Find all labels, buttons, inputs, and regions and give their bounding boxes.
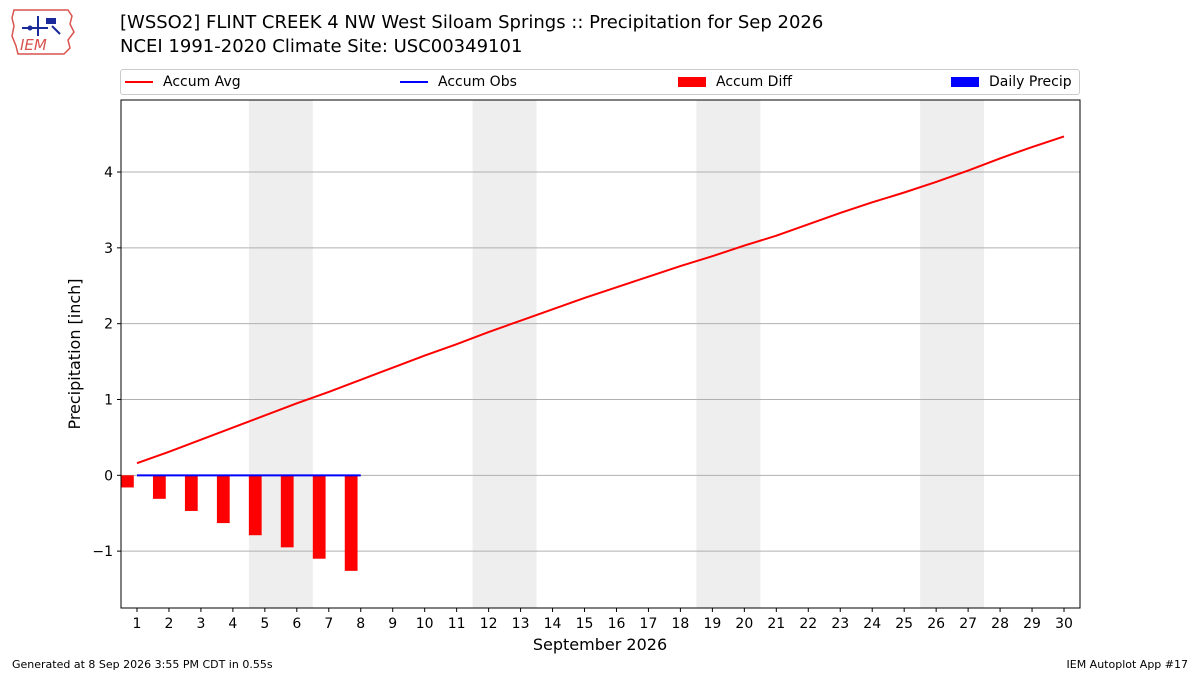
y-tick-label: 0: [104, 468, 113, 484]
legend-item-accum-obs: Accum Obs: [400, 74, 517, 90]
footer-generated-text: Generated at 8 Sep 2026 3:55 PM CDT in 0…: [12, 658, 273, 671]
x-tick-label: 27: [959, 616, 977, 632]
svg-text:IEM: IEM: [20, 36, 47, 54]
accum-diff-bar: [216, 475, 230, 524]
x-tick-label: 18: [672, 616, 690, 632]
weekend-shade: [696, 100, 761, 608]
x-tick-label: 30: [1055, 616, 1073, 632]
weekend-shade: [472, 100, 537, 608]
legend-swatch-accum-avg: [125, 81, 153, 83]
chart-title: [WSSO2] FLINT CREEK 4 NW West Siloam Spr…: [120, 12, 824, 33]
legend-swatch-accum-diff: [678, 77, 706, 87]
x-tick-label: 29: [1023, 616, 1041, 632]
legend-label: Accum Obs: [438, 74, 517, 90]
accum-diff-bar: [184, 475, 198, 511]
x-tick-label: 22: [799, 616, 817, 632]
legend-swatch-accum-obs: [400, 81, 428, 83]
x-tick-label: 11: [448, 616, 466, 632]
x-tick-label: 5: [260, 616, 269, 632]
accum-diff-bar: [312, 475, 326, 559]
accum-diff-bar: [280, 475, 294, 548]
y-tick-label: 3: [104, 241, 113, 257]
x-axis-label: September 2026: [533, 635, 667, 654]
plot-frame: [120, 99, 1081, 609]
x-tick-label: 21: [767, 616, 785, 632]
x-tick-label: 17: [640, 616, 658, 632]
x-tick-label: 26: [927, 616, 945, 632]
x-tick-label: 1: [133, 616, 142, 632]
x-tick-label: 23: [831, 616, 849, 632]
x-tick-label: 20: [735, 616, 753, 632]
x-tick-label: 2: [164, 616, 173, 632]
x-tick-label: 16: [608, 616, 626, 632]
x-tick-label: 14: [544, 616, 562, 632]
x-tick-label: 9: [388, 616, 397, 632]
x-tick-label: 10: [416, 616, 434, 632]
legend-item-accum-diff: Accum Diff: [678, 74, 792, 90]
x-tick-label: 4: [228, 616, 237, 632]
legend-item-daily-precip: Daily Precip: [951, 74, 1072, 90]
x-tick-label: 12: [480, 616, 498, 632]
y-tick-label: 1: [104, 392, 113, 408]
x-tick-label: 15: [576, 616, 594, 632]
legend-item-accum-avg: Accum Avg: [125, 74, 241, 90]
x-tick-label: 19: [703, 616, 721, 632]
legend-label: Accum Avg: [163, 74, 241, 90]
x-tick-label: 24: [863, 616, 881, 632]
legend-swatch-daily-precip: [951, 77, 979, 87]
y-tick-label: 4: [104, 165, 113, 181]
accum-diff-bar: [248, 475, 262, 536]
footer-app-text: IEM Autoplot App #17: [1066, 658, 1189, 671]
y-tick-label: 2: [104, 317, 113, 333]
y-tick-label: −1: [92, 544, 113, 560]
accum-diff-bar: [152, 475, 166, 499]
accum-diff-bar: [121, 475, 134, 488]
x-tick-label: 7: [324, 616, 333, 632]
x-tick-label: 3: [196, 616, 205, 632]
legend: Accum Avg Accum Obs Accum Diff Daily Pre…: [120, 69, 1080, 95]
x-tick-label: 25: [895, 616, 913, 632]
y-axis-label: Precipitation [inch]: [65, 278, 84, 429]
legend-label: Daily Precip: [989, 74, 1072, 90]
x-tick-label: 8: [356, 616, 365, 632]
iem-logo: IEM: [8, 6, 80, 62]
chart-subtitle: NCEI 1991-2020 Climate Site: USC00349101: [120, 36, 523, 57]
x-tick-label: 13: [512, 616, 530, 632]
legend-label: Accum Diff: [716, 74, 793, 90]
accum-diff-bar: [344, 475, 358, 571]
accum-avg-line: [136, 135, 1065, 465]
x-tick-label: 6: [292, 616, 301, 632]
x-tick-label: 28: [991, 616, 1009, 632]
